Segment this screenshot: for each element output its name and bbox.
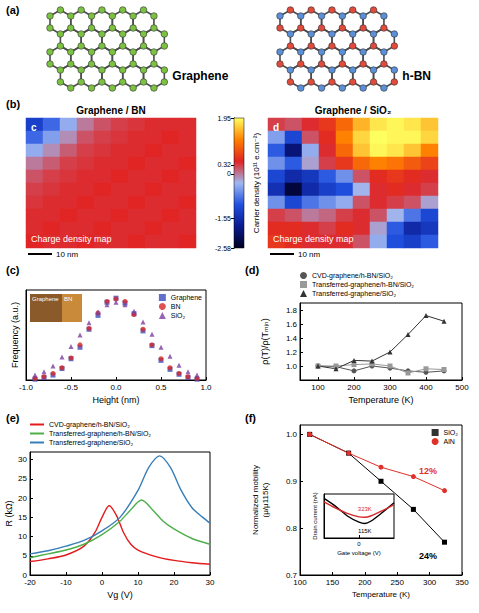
svg-text:(d): (d): [245, 264, 259, 276]
svg-text:0.5: 0.5: [155, 383, 167, 392]
svg-text:CVD-graphene/h-BN/SiO₂: CVD-graphene/h-BN/SiO₂: [49, 421, 130, 429]
svg-text:-20: -20: [24, 578, 36, 587]
svg-text:25: 25: [18, 474, 27, 483]
svg-text:Graphene / SiO₂: Graphene / SiO₂: [315, 105, 392, 116]
svg-text:-1.55: -1.55: [215, 215, 231, 222]
svg-text:115K: 115K: [358, 528, 372, 534]
svg-text:-1.0: -1.0: [19, 383, 33, 392]
svg-text:AlN: AlN: [444, 438, 455, 445]
svg-text:0.7: 0.7: [285, 570, 297, 580]
svg-text:Charge density map: Charge density map: [273, 234, 354, 244]
svg-text:0: 0: [22, 570, 27, 580]
svg-text:Graphene: Graphene: [172, 69, 228, 83]
svg-text:Graphene / BN: Graphene / BN: [76, 105, 145, 116]
svg-text:24%: 24%: [419, 551, 437, 561]
svg-text:1.0: 1.0: [286, 362, 298, 371]
svg-text:1.0: 1.0: [200, 383, 212, 392]
svg-text:10 nm: 10 nm: [56, 250, 79, 259]
svg-text:BN: BN: [64, 296, 72, 302]
svg-text:10 nm: 10 nm: [298, 250, 321, 259]
svg-text:SiO₂: SiO₂: [444, 429, 459, 436]
svg-text:c: c: [31, 122, 37, 133]
svg-text:300: 300: [383, 383, 397, 392]
svg-text:250: 250: [391, 578, 405, 587]
svg-text:12%: 12%: [419, 466, 437, 476]
svg-text:(c): (c): [6, 264, 20, 276]
svg-text:300: 300: [423, 578, 437, 587]
svg-text:10: 10: [18, 532, 27, 541]
svg-text:1.2: 1.2: [286, 348, 298, 357]
svg-text:Normalized mobility: Normalized mobility: [251, 465, 260, 535]
svg-text:500: 500: [455, 383, 469, 392]
svg-text:1.8: 1.8: [286, 306, 298, 315]
svg-text:Transferred-graphene/SiO₂: Transferred-graphene/SiO₂: [312, 290, 396, 298]
svg-text:10: 10: [134, 578, 143, 587]
svg-text:R (kΩ): R (kΩ): [4, 500, 14, 526]
svg-text:0.0: 0.0: [110, 383, 122, 392]
svg-text:200: 200: [347, 383, 361, 392]
svg-text:1.6: 1.6: [286, 320, 298, 329]
svg-text:Carrier density (10¹¹ e.cm⁻²): Carrier density (10¹¹ e.cm⁻²): [252, 133, 261, 234]
svg-text:(b): (b): [6, 98, 20, 110]
svg-text:100: 100: [293, 578, 307, 587]
svg-text:100: 100: [311, 383, 325, 392]
svg-text:Drain current (nA): Drain current (nA): [312, 492, 318, 540]
svg-text:Frequency (a.u.): Frequency (a.u.): [10, 302, 20, 368]
svg-text:(μ/μ115K): (μ/μ115K): [261, 482, 270, 517]
svg-text:ρ(T)/ρ(Tₘᵢₙ): ρ(T)/ρ(Tₘᵢₙ): [260, 318, 270, 364]
svg-text:SiO₂: SiO₂: [171, 312, 186, 319]
svg-text:(e): (e): [6, 412, 20, 424]
svg-text:Graphene: Graphene: [171, 294, 202, 302]
svg-text:200: 200: [358, 578, 372, 587]
svg-text:Transferred-graphene/h-BN/SiO₂: Transferred-graphene/h-BN/SiO₂: [312, 281, 414, 289]
svg-text:BN: BN: [171, 303, 181, 310]
svg-text:20: 20: [18, 494, 27, 503]
svg-text:0: 0: [100, 578, 105, 587]
svg-text:h-BN: h-BN: [402, 69, 431, 83]
svg-text:30: 30: [18, 455, 27, 464]
svg-text:150: 150: [326, 578, 340, 587]
svg-text:0.8: 0.8: [286, 524, 298, 533]
svg-text:30: 30: [206, 578, 215, 587]
svg-text:1.4: 1.4: [286, 334, 298, 343]
svg-text:Height (nm): Height (nm): [92, 395, 139, 405]
svg-text:Temperature (K): Temperature (K): [352, 590, 410, 599]
svg-text:323K: 323K: [358, 506, 372, 512]
svg-text:(a): (a): [6, 4, 20, 16]
svg-text:CVD-graphene/h-BN/SiO₂: CVD-graphene/h-BN/SiO₂: [312, 272, 393, 280]
svg-text:350: 350: [455, 578, 469, 587]
svg-text:-2.58: -2.58: [215, 245, 231, 252]
svg-text:0.32: 0.32: [217, 161, 231, 168]
svg-text:Transferred-graphene/h-BN/SiO₂: Transferred-graphene/h-BN/SiO₂: [49, 430, 151, 438]
svg-text:Graphene: Graphene: [32, 296, 59, 302]
svg-text:Gate voltage (V): Gate voltage (V): [337, 550, 381, 556]
svg-text:5: 5: [23, 551, 28, 560]
svg-text:Vg (V): Vg (V): [107, 590, 133, 600]
svg-text:15: 15: [18, 513, 27, 522]
svg-text:-10: -10: [60, 578, 72, 587]
svg-text:Transferred-graphene/SiO₂: Transferred-graphene/SiO₂: [49, 439, 133, 447]
svg-text:20: 20: [170, 578, 179, 587]
svg-text:400: 400: [419, 383, 433, 392]
svg-text:0: 0: [357, 541, 361, 547]
svg-text:-0.5: -0.5: [64, 383, 78, 392]
svg-text:(f): (f): [245, 412, 256, 424]
svg-text:1.95: 1.95: [217, 115, 231, 122]
svg-text:1.0: 1.0: [286, 430, 298, 439]
svg-text:Charge density map: Charge density map: [31, 234, 112, 244]
svg-text:Temperature (K): Temperature (K): [348, 395, 413, 405]
svg-text:d: d: [273, 122, 279, 133]
svg-text:0.9: 0.9: [286, 477, 298, 486]
svg-text:0: 0: [227, 170, 231, 177]
